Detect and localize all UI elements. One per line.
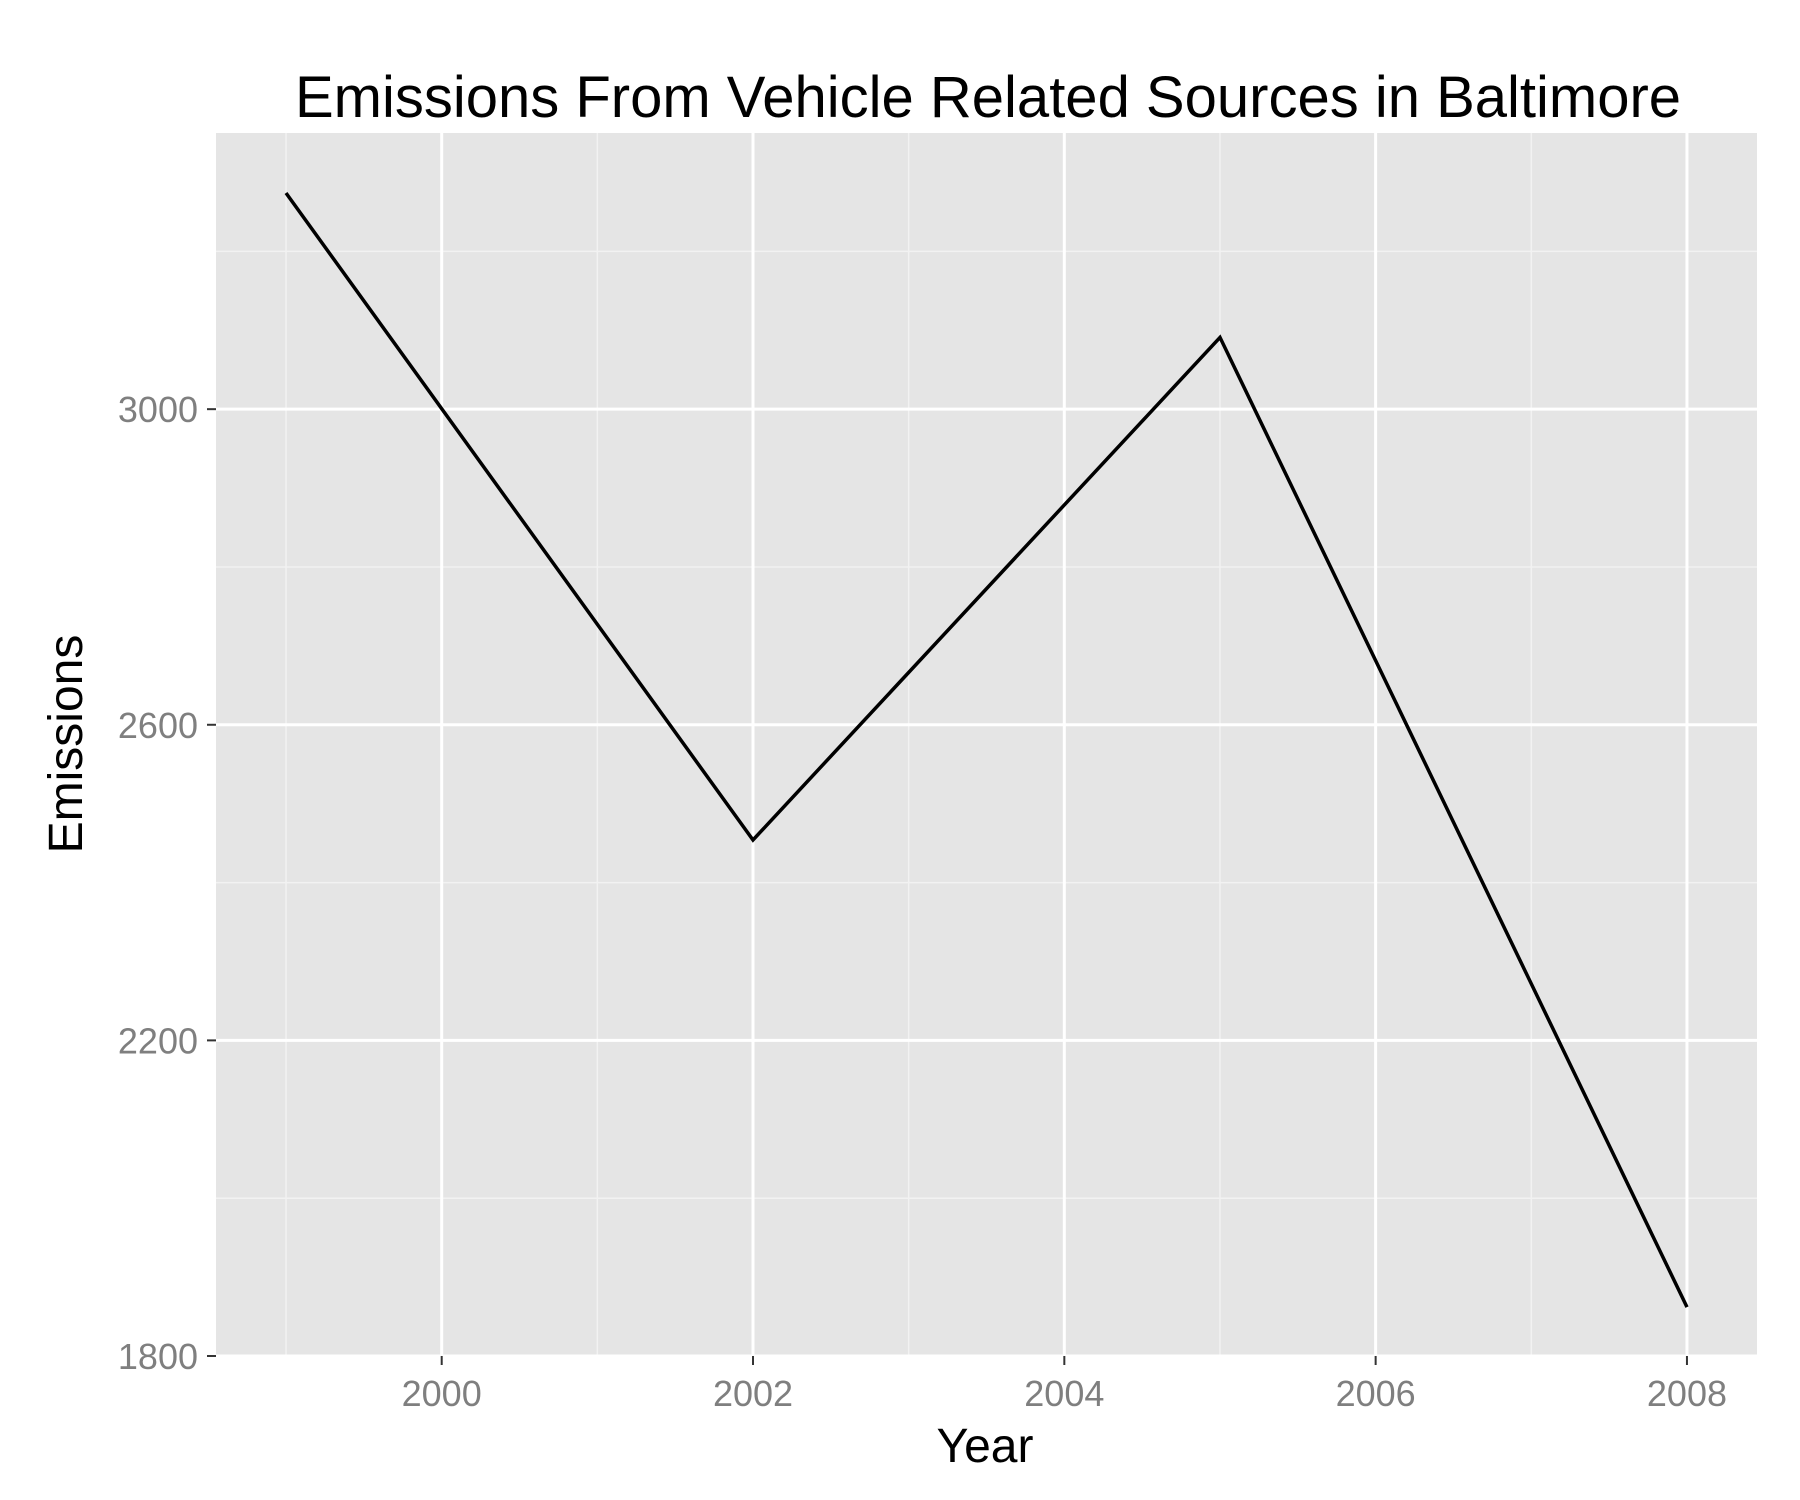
y-axis-title: Emissions [40, 635, 93, 854]
x-tick-label: 2008 [1647, 1373, 1727, 1414]
x-tick-label: 2002 [713, 1373, 793, 1414]
y-tick-label: 3000 [118, 389, 198, 430]
plot-panel [216, 133, 1757, 1356]
axes: 2000 2002 2004 2006 2008 1800 2200 2600 3000 [118, 389, 1727, 1414]
x-axis-title: Year [937, 1420, 1034, 1473]
grid-lines [216, 133, 1757, 1358]
chart-title: Emissions From Vehicle Related Sources i… [295, 65, 1681, 130]
y-tick-label: 2600 [118, 705, 198, 746]
y-tick-label: 1800 [118, 1336, 198, 1377]
x-tick-label: 2006 [1336, 1373, 1416, 1414]
series-line [284, 191, 1689, 1308]
x-tick-label: 2000 [402, 1373, 482, 1414]
x-tick-label: 2004 [1024, 1373, 1104, 1414]
series-layer [284, 191, 1689, 1308]
y-tick-label: 2200 [118, 1020, 198, 1061]
